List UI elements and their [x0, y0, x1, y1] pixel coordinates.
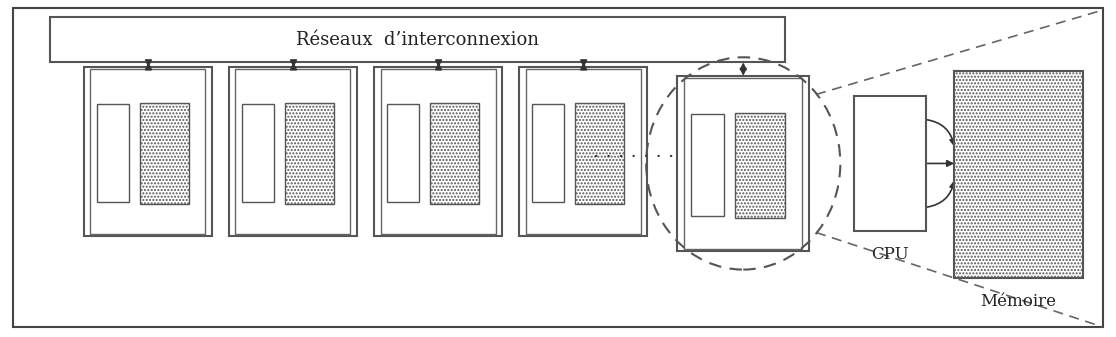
- Bar: [531, 104, 564, 202]
- Bar: [84, 67, 212, 236]
- Bar: [241, 104, 273, 202]
- Bar: [50, 17, 785, 62]
- Bar: [229, 67, 357, 236]
- Bar: [141, 103, 189, 204]
- Bar: [374, 67, 502, 236]
- Bar: [381, 69, 496, 234]
- Text: . . . . . . .: . . . . . . .: [594, 143, 674, 161]
- Bar: [519, 67, 647, 236]
- Bar: [387, 104, 418, 202]
- Bar: [431, 103, 479, 204]
- Bar: [90, 69, 205, 234]
- Bar: [684, 78, 802, 249]
- Bar: [235, 69, 350, 234]
- Bar: [854, 96, 926, 231]
- Bar: [576, 103, 624, 204]
- Bar: [677, 76, 809, 251]
- Text: Mémoire: Mémoire: [980, 293, 1057, 310]
- Bar: [286, 103, 334, 204]
- Bar: [691, 114, 723, 216]
- Bar: [954, 71, 1083, 278]
- Bar: [735, 113, 786, 218]
- Text: CPU: CPU: [872, 246, 908, 263]
- Bar: [96, 104, 128, 202]
- Bar: [526, 69, 641, 234]
- Text: Réseaux  d’interconnexion: Réseaux d’interconnexion: [296, 31, 539, 49]
